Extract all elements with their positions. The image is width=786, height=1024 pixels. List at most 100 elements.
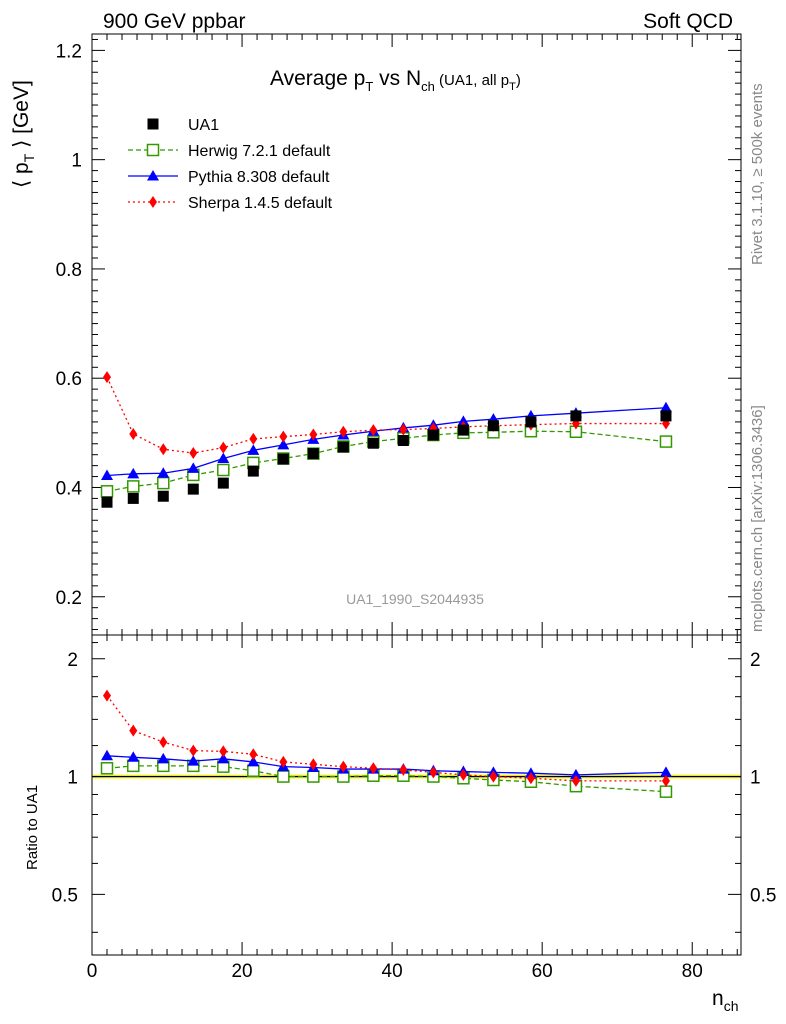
legend-item: Sherpa 1.4.5 default	[128, 195, 333, 212]
x-tick-label: 20	[231, 961, 252, 982]
data-point	[103, 371, 112, 384]
ratio-axis-label: Ratio to UA1	[24, 785, 41, 870]
data-point	[277, 438, 290, 450]
data-point	[189, 447, 198, 460]
legend-label: Sherpa 1.4.5 default	[188, 195, 333, 212]
data-point	[157, 467, 170, 478]
ratio-point	[247, 764, 260, 777]
ratio-tick-label-left: 0.5	[52, 885, 78, 906]
data-point	[307, 448, 319, 460]
series-ua1	[101, 410, 672, 508]
xlabel-sub: ch	[724, 998, 739, 1014]
title-small-sub: T	[509, 81, 516, 93]
ratio-frame	[91, 634, 742, 956]
ratio-point	[279, 755, 288, 768]
ratio-point	[129, 724, 138, 737]
ratio-line	[106, 695, 666, 782]
legend-marker	[146, 143, 160, 157]
side-label-rivet: Rivet 3.1.10, ≥ 500k events	[749, 83, 766, 265]
title-mid: vs N	[373, 67, 421, 90]
data-point	[187, 483, 199, 495]
chart-title: Average pT vs Nch (UA1, all pT)	[270, 67, 521, 94]
data-point	[397, 434, 409, 446]
legend-item: Pythia 8.308 default	[128, 169, 330, 186]
y-tick-label: 1.2	[56, 41, 82, 62]
ratio-point	[217, 752, 230, 764]
ratio-line	[106, 765, 667, 793]
legend-item: UA1	[147, 117, 219, 134]
ratio-series-sherpa	[103, 689, 670, 787]
data-point	[217, 463, 230, 477]
x-tick-label: 80	[682, 961, 703, 982]
data-point	[127, 480, 140, 493]
ylabel-pre: ⟨ p	[10, 162, 33, 188]
data-point	[217, 452, 230, 464]
data-point	[487, 420, 499, 432]
data-point	[369, 424, 378, 437]
ratio-point	[309, 758, 318, 771]
ratio-point	[127, 759, 140, 773]
ratio-tick-label-right: 1	[750, 768, 761, 789]
ylabel-post: ⟩ [GeV]	[10, 80, 33, 154]
series-line	[106, 407, 667, 477]
title-small: (UA1, all p	[435, 72, 509, 89]
header-right: Soft QCD	[643, 10, 733, 33]
series-line	[106, 376, 666, 454]
data-point	[129, 427, 138, 440]
y-tick-label: 0.2	[56, 588, 82, 609]
title-main: Average p	[270, 67, 365, 90]
ratio-point	[307, 770, 320, 783]
data-point	[157, 476, 170, 490]
ratio-point	[339, 760, 348, 773]
ratio-point	[369, 762, 378, 775]
title-sub2: ch	[421, 79, 435, 94]
data-point	[277, 453, 289, 465]
data-point	[247, 465, 259, 477]
data-point	[249, 432, 258, 445]
xlabel-main: n	[712, 987, 724, 1010]
y-tick-label: 1	[71, 151, 82, 172]
series-line	[106, 430, 667, 492]
ratio-point	[157, 752, 170, 764]
data-point	[337, 441, 349, 453]
x-tick-label: 60	[532, 961, 553, 982]
ratio-point	[571, 774, 580, 787]
legend-label: Herwig 7.2.1 default	[188, 143, 331, 160]
ratio-point	[100, 762, 114, 775]
ratio-point	[489, 770, 498, 783]
data-point	[659, 435, 673, 448]
ratio-point	[187, 755, 200, 766]
ratio-point	[659, 785, 673, 798]
ratio-point	[459, 768, 468, 781]
data-point	[660, 410, 672, 422]
ratio-point	[127, 751, 140, 762]
ratio-point	[249, 748, 258, 761]
series-pythia	[101, 401, 672, 480]
data-point	[247, 444, 260, 455]
header-left: 900 GeV ppbar	[103, 10, 245, 33]
x-axis-label: nch	[712, 987, 738, 1014]
series-herwig	[100, 424, 673, 498]
data-point	[457, 415, 470, 426]
data-point	[217, 477, 229, 489]
y-tick-label: 0.8	[56, 260, 82, 281]
legend-marker	[147, 170, 159, 181]
data-point	[100, 485, 114, 498]
ylabel-sub: T	[21, 153, 37, 162]
data-point	[399, 423, 408, 436]
data-point	[457, 424, 469, 436]
data-point	[157, 490, 169, 502]
legend: UA1 Herwig 7.2.1 default Pythia 8.308 defa…	[128, 117, 333, 212]
ratio-point	[219, 745, 228, 758]
x-tick-label: 40	[382, 961, 403, 982]
ratio-point	[661, 774, 670, 787]
data-point	[127, 492, 139, 504]
ratio-tick-label-left: 2	[67, 650, 78, 671]
legend-label: UA1	[188, 117, 219, 134]
ratio-point	[429, 766, 438, 779]
title-small-end: )	[516, 72, 521, 89]
data-point	[279, 430, 288, 443]
ratio-point	[159, 736, 168, 749]
legend-marker	[149, 196, 157, 208]
data-point	[127, 467, 140, 479]
